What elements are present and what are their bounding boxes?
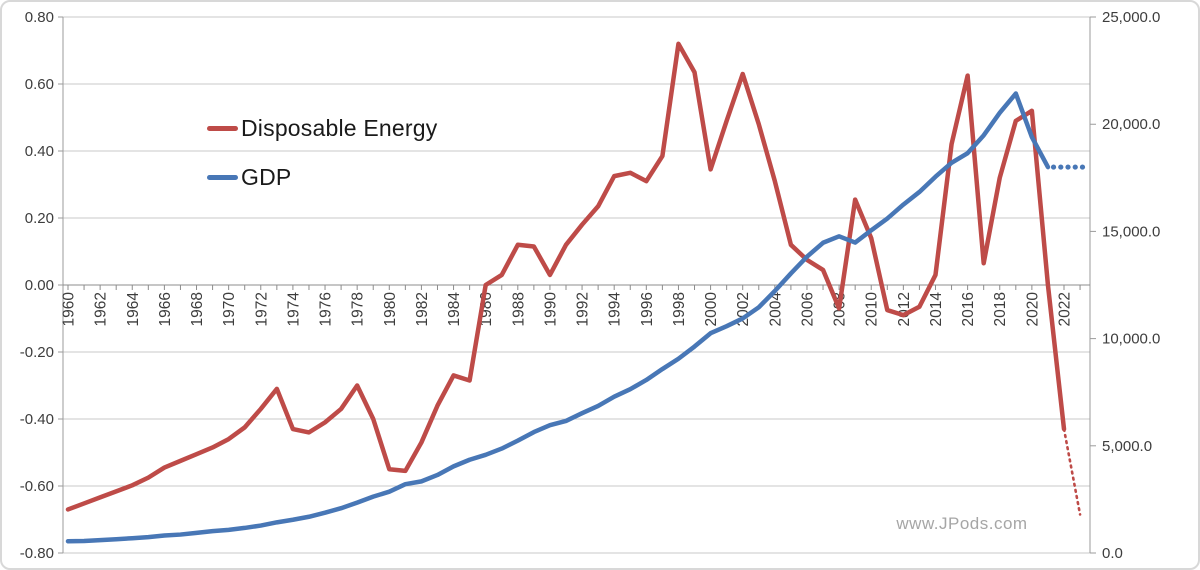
x-tick-label: 2006 xyxy=(799,292,816,326)
x-tick-label: 2020 xyxy=(1024,292,1041,327)
left-axis-tick-label: 0.40 xyxy=(25,143,54,160)
x-tick-label: 1990 xyxy=(542,292,559,327)
right-axis-tick-label: 0.0 xyxy=(1102,545,1123,562)
legend-swatch-gdp xyxy=(207,175,238,180)
x-tick-label: 1994 xyxy=(607,292,624,327)
projection-line-disposable-energy xyxy=(1062,427,1082,516)
x-tick-label: 2018 xyxy=(992,292,1009,326)
x-tick-label: 1982 xyxy=(414,292,431,326)
legend: Disposable Energy GDP xyxy=(207,112,437,210)
right-axis-tick-label: 15,000.0 xyxy=(1102,223,1160,240)
x-tick-label: 1984 xyxy=(446,292,463,327)
legend-item-disposable-energy: Disposable Energy xyxy=(207,112,437,145)
legend-label-disposable-energy: Disposable Energy xyxy=(241,115,438,141)
projection-dot-gdp xyxy=(1050,164,1057,170)
x-tick-label: 1974 xyxy=(285,292,302,327)
x-tick-label: 1962 xyxy=(93,292,110,326)
right-axis-tick-label: 20,000.0 xyxy=(1102,116,1160,133)
right-axis-tick-label: 10,000.0 xyxy=(1102,331,1160,348)
x-tick-label: 2010 xyxy=(864,292,881,327)
x-tick-label: 1988 xyxy=(510,292,527,326)
left-axis-tick-label: 0.80 xyxy=(25,9,54,26)
x-tick-label: 1966 xyxy=(157,292,174,326)
projection-dot-gdp xyxy=(1058,164,1064,170)
projection-dot-gdp xyxy=(1079,164,1086,170)
x-tick-label: 1970 xyxy=(221,292,238,327)
right-axis-tick-label: 25,000.0 xyxy=(1102,9,1160,26)
left-axis-tick-label: 0.20 xyxy=(25,210,54,227)
left-axis-tick-label: -0.60 xyxy=(20,478,54,495)
x-tick-label: 2022 xyxy=(1057,292,1074,326)
left-axis-tick-label: -0.40 xyxy=(20,411,54,428)
x-tick-label: 1960 xyxy=(61,292,78,327)
x-tick-label: 2014 xyxy=(928,292,945,327)
x-tick-label: 1968 xyxy=(189,292,206,326)
x-tick-label: 1978 xyxy=(350,292,367,326)
x-tick-label: 1964 xyxy=(125,292,142,327)
legend-item-gdp: GDP xyxy=(207,161,437,194)
left-axis-tick-label: 0.00 xyxy=(25,277,54,294)
watermark: www.JPods.com xyxy=(896,514,1028,533)
legend-label-gdp: GDP xyxy=(241,164,292,190)
x-tick-label: 2000 xyxy=(703,292,720,327)
x-tick-label: 2012 xyxy=(896,292,913,326)
series-line-gdp xyxy=(65,91,1051,544)
right-axis-tick-label: 5,000.0 xyxy=(1102,438,1152,455)
x-tick-label: 1998 xyxy=(671,292,688,326)
x-tick-label: 1972 xyxy=(253,292,270,326)
projection-dot-gdp xyxy=(1065,164,1071,170)
left-axis-tick-label: -0.20 xyxy=(20,344,54,361)
projection-dot-gdp xyxy=(1072,164,1078,170)
left-axis-tick-label: 0.60 xyxy=(25,76,54,93)
x-tick-label: 1980 xyxy=(382,292,399,327)
x-tick-label: 1996 xyxy=(639,292,656,326)
x-tick-label: 1992 xyxy=(575,292,592,326)
x-tick-label: 1976 xyxy=(318,292,335,326)
x-tick-label: 2016 xyxy=(960,292,977,326)
legend-swatch-disposable-energy xyxy=(207,126,238,131)
x-tick-label: 2004 xyxy=(767,292,784,327)
series-line-disposable-energy xyxy=(65,41,1067,512)
left-axis-tick-label: -0.80 xyxy=(20,545,54,562)
